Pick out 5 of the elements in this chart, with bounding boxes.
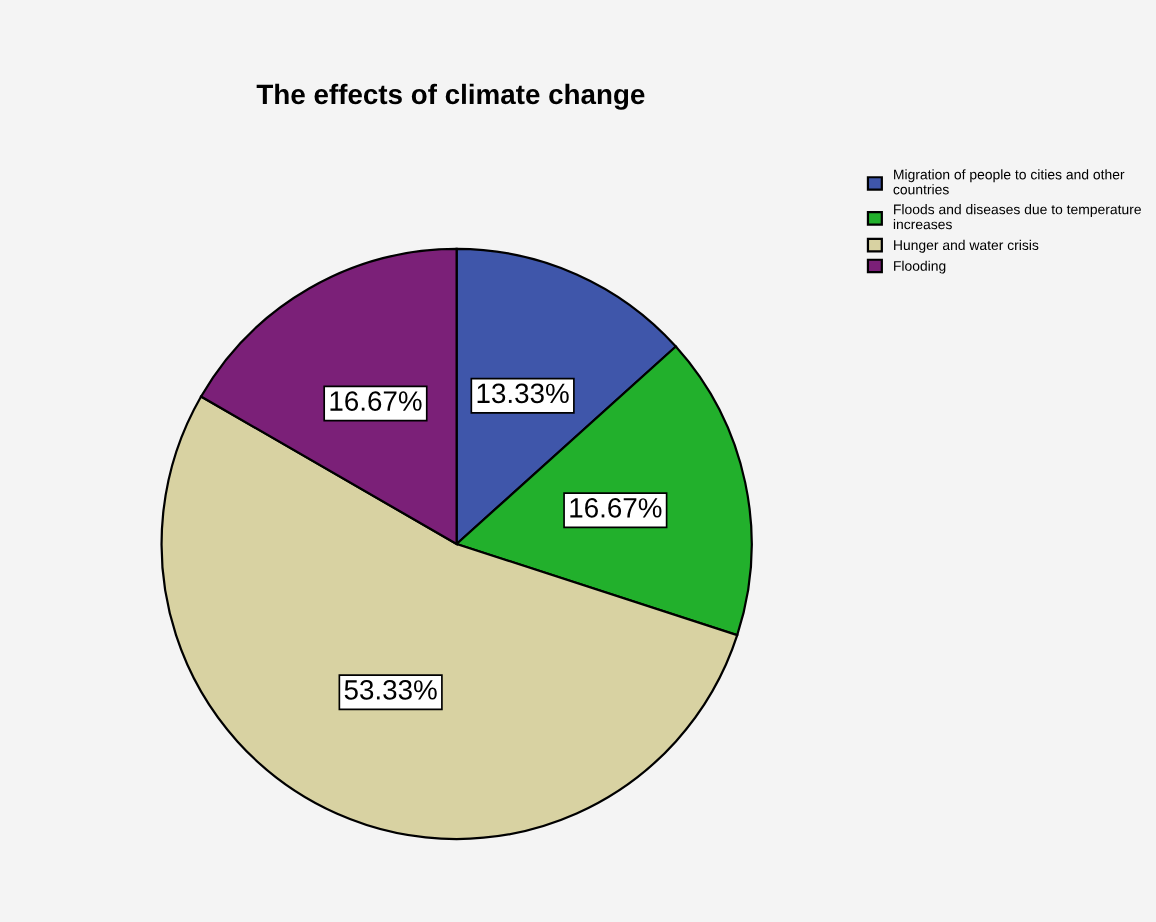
data-label: 16.67% <box>570 498 662 518</box>
data-label: 16.67% <box>330 391 422 411</box>
chart-title: The effects of climate change <box>256 83 645 110</box>
data-label: 13.33% <box>477 383 569 404</box>
data-label: 53.33% <box>344 680 437 700</box>
